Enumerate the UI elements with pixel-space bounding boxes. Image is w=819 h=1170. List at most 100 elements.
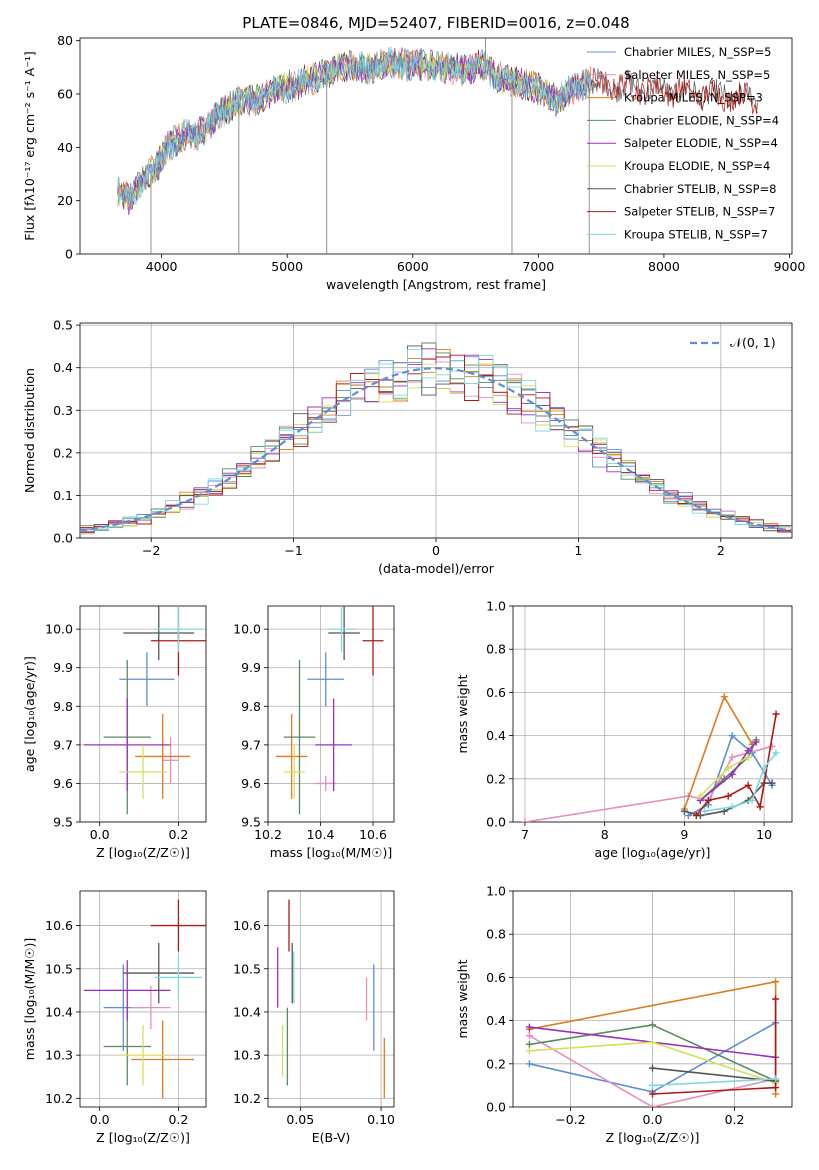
weight-marker xyxy=(728,732,736,740)
y-tick-label: 0.0 xyxy=(486,815,506,830)
legend-entry: Chabrier ELODIE, N_SSP=4 xyxy=(624,113,779,127)
weight-marker xyxy=(756,803,764,811)
weight-marker xyxy=(704,796,712,804)
axes-frame xyxy=(79,37,793,255)
x-tick-label: 0.0 xyxy=(90,1112,110,1127)
legend-entry: Kroupa STELIB, N_SSP=7 xyxy=(624,227,768,241)
axes-frame xyxy=(267,605,395,823)
weight-line xyxy=(528,1035,776,1107)
y-tick-label: 0.6 xyxy=(486,970,506,985)
x-axis-label: mass [log₁₀(M/M☉)] xyxy=(270,845,392,860)
axes-residuals: −2 −1 0 1 2 0.0 0.1 0.2 0.3 0.4 0.5 (data-model)/er… xyxy=(22,318,793,576)
normal-curve xyxy=(80,367,792,532)
y-tick-label: 0 xyxy=(65,247,73,262)
error-bar-point xyxy=(131,986,171,1030)
weight-marker xyxy=(744,781,752,789)
error-bar-point xyxy=(119,1024,167,1086)
error-bar-point xyxy=(154,955,203,999)
x-tick-label: 0.0 xyxy=(643,1112,663,1127)
x-tick-label: 9000 xyxy=(774,259,806,274)
axes-mass-ebv: 0.05 0.10 10.2 10.3 10.4 10.5 10.6 E(B-V) xyxy=(233,890,395,1145)
weight-marker xyxy=(649,1038,656,1046)
weight-line xyxy=(699,741,757,802)
weight-line xyxy=(652,1078,776,1087)
error-bar-point xyxy=(328,606,355,653)
y-tick-label: 0.5 xyxy=(53,318,73,333)
x-tick-label: 10.2 xyxy=(254,827,282,842)
y-tick-label: 1.0 xyxy=(486,884,506,899)
axes-mass-Z: 0.0 0.2 10.2 10.3 10.4 10.5 10.6 Z [log₁₀(Z/Z☉)… xyxy=(22,890,207,1145)
error-bar-point xyxy=(154,606,203,653)
weight-marker xyxy=(724,764,732,772)
y-tick-label: 0.0 xyxy=(486,1100,506,1115)
x-tick-label: 0.2 xyxy=(168,827,188,842)
x-axis-label: wavelength [Angstrom, rest frame] xyxy=(326,277,546,292)
y-tick-label: 10.0 xyxy=(233,622,261,637)
y-tick-label: 0.3 xyxy=(53,403,73,418)
x-tick-label: 7000 xyxy=(522,259,554,274)
x-axis-label: (data-model)/error xyxy=(378,561,495,576)
y-tick-label: 9.7 xyxy=(241,737,261,752)
error-bar-point xyxy=(162,737,179,784)
weight-marker xyxy=(768,779,776,787)
error-bar-point xyxy=(150,899,206,952)
y-axis-label: age [log₁₀(age/yr)] xyxy=(22,656,37,772)
weight-marker xyxy=(692,812,700,820)
x-tick-label: 1 xyxy=(574,543,582,558)
y-tick-label: 9.5 xyxy=(53,815,73,830)
legend-entry: Salpeter STELIB, N_SSP=7 xyxy=(624,205,775,219)
x-axis-label: age [log₁₀(age/yr)] xyxy=(595,845,711,860)
legend-entry: Salpeter ELODIE, N_SSP=4 xyxy=(624,136,778,150)
y-tick-label: 0.2 xyxy=(486,771,506,786)
legend-entry: Kroupa ELODIE, N_SSP=4 xyxy=(624,159,770,173)
y-tick-label: 0.2 xyxy=(486,1056,506,1071)
y-tick-label: 20 xyxy=(57,193,73,208)
y-tick-label: 9.6 xyxy=(241,776,261,791)
weight-marker xyxy=(649,1021,656,1029)
legend: Chabrier MILES, N_SSP=5 Salpeter MILES, N… xyxy=(587,45,779,241)
axes-age-Z: 0.0 0.2 9.5 9.6 9.7 9.8 9.9 10.0 Z [log₁₀(Z/Z☉)]… xyxy=(22,605,207,860)
plot-area xyxy=(83,899,206,1099)
axes-frame xyxy=(267,890,395,1108)
weight-marker xyxy=(649,1064,656,1072)
y-tick-label: 10.2 xyxy=(233,1091,261,1106)
x-tick-label: 10.6 xyxy=(359,827,387,842)
error-bar-point xyxy=(315,775,337,792)
y-tick-label: 10.6 xyxy=(45,918,73,933)
y-axis-label: mass [log₁₀(M/M☉)] xyxy=(22,938,37,1060)
error-bar-point xyxy=(283,660,316,815)
error-bar-point xyxy=(307,652,345,707)
weight-marker xyxy=(684,812,692,820)
y-tick-label: 0.0 xyxy=(53,531,73,546)
x-tick-label: 2 xyxy=(717,543,725,558)
y-tick-label: 10.4 xyxy=(45,1004,73,1019)
weight-marker xyxy=(525,1040,533,1048)
weight-line xyxy=(683,694,753,810)
y-tick-label: 1.0 xyxy=(486,599,506,614)
error-bar-point xyxy=(283,744,305,799)
x-tick-label: 10.4 xyxy=(307,827,335,842)
axes-frame xyxy=(79,605,207,823)
axes-weight-age: 7 8 9 10 0.0 0.2 0.4 0.6 0.8 1.0 age [log₁₀(age/yr… xyxy=(455,599,793,860)
y-tick-label: 9.8 xyxy=(53,699,73,714)
x-axis-label: Z [log₁₀(Z/Z☉)] xyxy=(96,1130,190,1145)
x-tick-label: 5000 xyxy=(271,259,303,274)
x-axis-label: E(B-V) xyxy=(312,1130,351,1145)
weight-marker xyxy=(728,770,736,778)
error-bar-point xyxy=(131,1020,195,1099)
weight-marker xyxy=(680,807,688,815)
axes-frame xyxy=(512,605,793,823)
weight-marker xyxy=(728,753,736,761)
x-tick-label: 10 xyxy=(756,827,772,842)
error-bar-point xyxy=(83,698,171,792)
y-axis-label: Normed distribution xyxy=(22,368,37,493)
x-tick-label: 0.0 xyxy=(90,827,110,842)
error-bar-point xyxy=(119,744,167,799)
legend-entry: Salpeter MILES, N_SSP=5 xyxy=(624,68,770,82)
x-axis-label: Z [log₁₀(Z/Z☉)] xyxy=(606,1130,700,1145)
weight-marker xyxy=(525,1032,533,1040)
error-bar-point xyxy=(328,606,360,660)
y-axis-label: mass weight xyxy=(455,674,470,753)
error-bar-point xyxy=(315,698,352,792)
